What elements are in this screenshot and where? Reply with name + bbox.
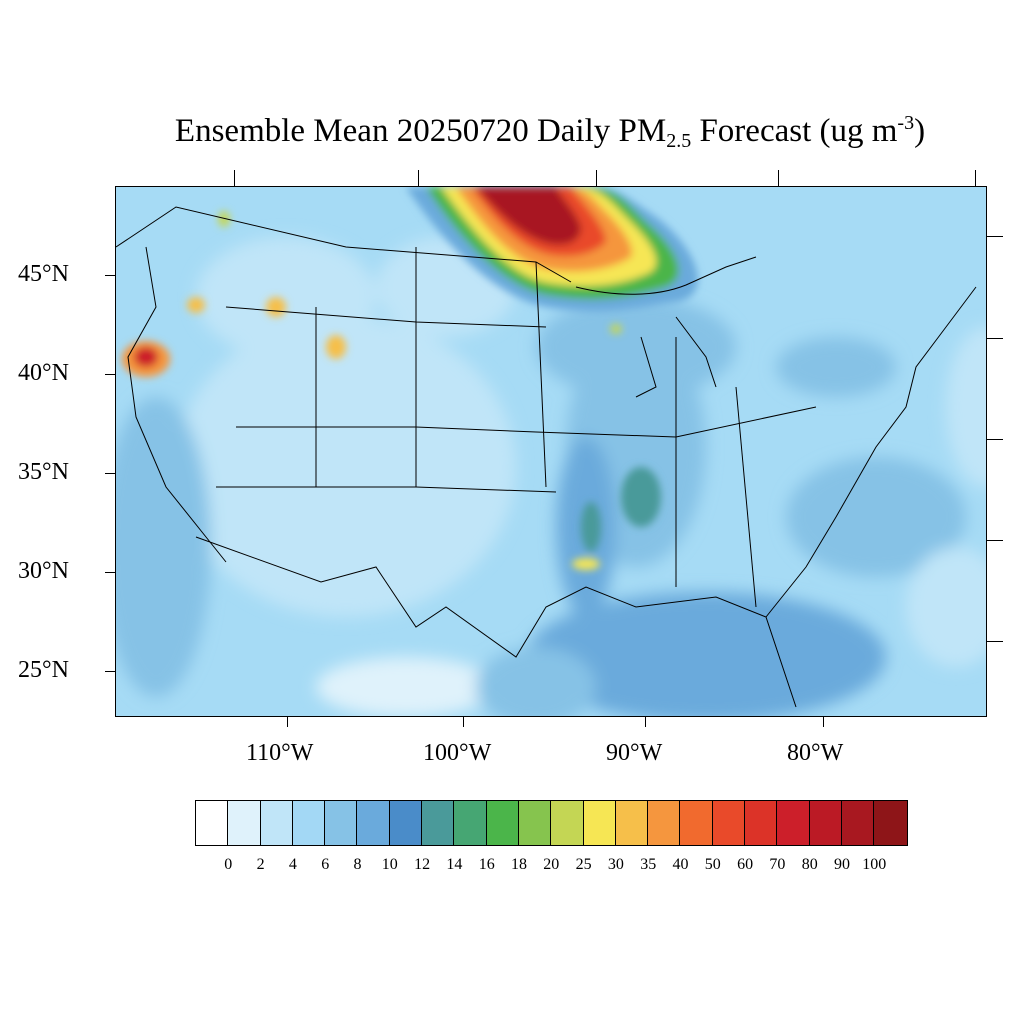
lon-tick <box>287 717 288 727</box>
title-subscript: 2.5 <box>666 130 692 152</box>
lat-label-45: 45°N <box>18 261 69 287</box>
right-tick <box>987 641 1003 642</box>
fire-hotspots <box>122 211 661 570</box>
colorbar-swatch <box>292 801 326 845</box>
colorbar-swatch <box>486 801 519 845</box>
colorbar-swatch <box>228 801 261 845</box>
right-tick <box>987 236 1003 237</box>
colorbar-swatch <box>454 801 487 845</box>
colorbar-label: 8 <box>353 856 362 873</box>
lat-label-40: 40°N <box>18 360 69 386</box>
colorbar-swatch <box>712 801 746 845</box>
colorbar-swatch <box>518 801 552 845</box>
colorbar-label: 14 <box>446 856 463 873</box>
boundaries <box>116 206 977 708</box>
top-tick <box>234 170 235 186</box>
lat-tick <box>105 374 115 375</box>
lon-tick <box>823 717 824 727</box>
colorbar-swatch <box>648 801 681 845</box>
colorbar-label: 80 <box>801 856 818 873</box>
colorbar-swatch <box>422 801 455 845</box>
colorbar-label: 0 <box>224 856 233 873</box>
colorbar-swatch <box>325 801 358 845</box>
lon-label-80w: 80°W <box>787 740 844 766</box>
lon-label-100w: 100°W <box>423 740 492 766</box>
colorbar-label: 25 <box>575 856 592 873</box>
right-tick <box>987 338 1003 339</box>
colorbar-label: 6 <box>321 856 330 873</box>
lat-label-30: 30°N <box>18 558 69 584</box>
concentration-field <box>116 237 986 716</box>
colorbar-swatch <box>196 801 229 845</box>
top-tick <box>596 170 597 186</box>
colorbar-label: 30 <box>607 856 624 873</box>
colorbar-label: 40 <box>672 856 689 873</box>
title-superscript: -3 <box>897 112 915 134</box>
colorbar-swatch <box>809 801 842 845</box>
colorbar-swatch <box>583 801 616 845</box>
top-tick <box>975 170 976 186</box>
colorbar-label: 16 <box>478 856 495 873</box>
colorbar-swatch <box>389 801 423 845</box>
colorbar-label: 90 <box>834 856 850 873</box>
colorbar-label: 35 <box>640 856 657 873</box>
lat-label-25: 25°N <box>18 657 69 683</box>
pm25-map <box>115 186 987 717</box>
colorbar-swatch <box>357 801 390 845</box>
colorbar-label: 12 <box>414 856 431 873</box>
colorbar-label: 18 <box>511 856 527 873</box>
lon-tick <box>645 717 646 727</box>
lon-label-90w: 90°W <box>606 740 663 766</box>
colorbar-swatch <box>615 801 649 845</box>
lat-label-35: 35°N <box>18 459 69 485</box>
colorbar-label: 50 <box>704 856 721 873</box>
lat-tick <box>105 473 115 474</box>
colorbar-swatch <box>874 801 907 845</box>
colorbar-label: 10 <box>381 856 398 873</box>
colorbar <box>195 800 908 846</box>
top-tick <box>778 170 779 186</box>
lat-tick <box>105 572 115 573</box>
title-text: Ensemble Mean 20250720 Daily PM <box>174 113 667 149</box>
colorbar-label: 2 <box>256 856 265 873</box>
lat-tick <box>105 671 115 672</box>
colorbar-swatch <box>680 801 713 845</box>
colorbar-swatch <box>841 801 875 845</box>
lon-tick <box>463 717 464 727</box>
colorbar-label: 4 <box>288 856 297 873</box>
colorbar-swatch <box>260 801 293 845</box>
title-close: ) <box>914 113 926 149</box>
colorbar-swatch <box>777 801 810 845</box>
right-tick <box>987 439 1003 440</box>
colorbar-label: 20 <box>543 856 560 873</box>
smoke-plume <box>406 187 698 312</box>
colorbar-label: 100 <box>862 856 887 873</box>
lat-tick <box>105 275 115 276</box>
colorbar-label: 70 <box>769 856 786 873</box>
title-units: Forecast (ug m <box>691 113 898 149</box>
chart-title: Ensemble Mean 20250720 Daily PM2.5 Forec… <box>0 112 1024 153</box>
colorbar-label: 60 <box>737 856 754 873</box>
colorbar-swatch <box>551 801 584 845</box>
top-tick <box>418 170 419 186</box>
right-tick <box>987 540 1003 541</box>
map-canvas <box>116 187 986 716</box>
lon-label-110w: 110°W <box>246 740 314 766</box>
colorbar-swatch <box>745 801 778 845</box>
